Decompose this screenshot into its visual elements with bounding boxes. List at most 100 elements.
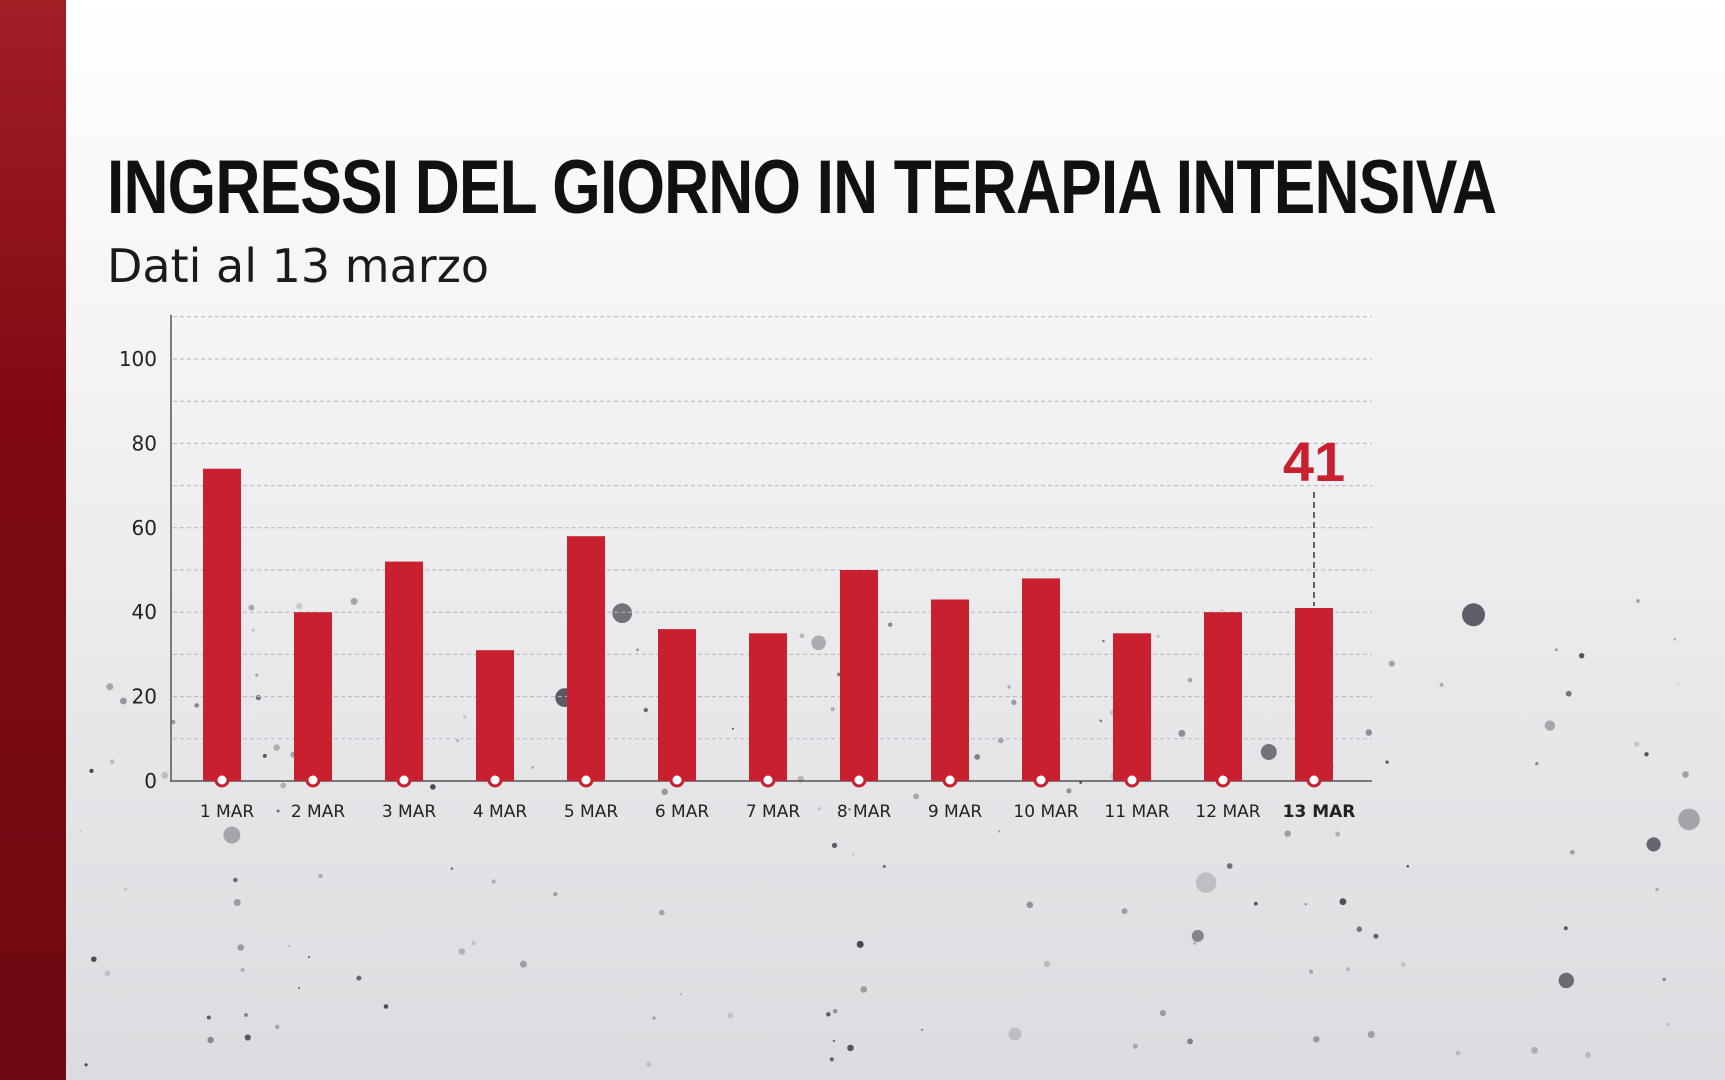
background-dot [831, 842, 838, 849]
background-dot [273, 744, 280, 751]
background-dot [1313, 1036, 1320, 1043]
background-dot [1159, 1010, 1166, 1017]
background-dot [1121, 908, 1128, 915]
background-dot [383, 1004, 389, 1009]
background-dot [430, 784, 436, 790]
background-dot [1373, 933, 1379, 939]
bar [567, 536, 605, 781]
x-tick-label: 4 MAR [473, 802, 528, 822]
background-dot [553, 892, 558, 897]
x-axis: 1 MAR 2 MAR 3 MAR 4 MAR 5 MAR 6 MAR 7 MAR 8 MAR… [200, 802, 1356, 822]
background-dot [1677, 683, 1680, 686]
background-dot [1385, 760, 1389, 764]
y-tick-label: 80 [132, 431, 157, 455]
background-dot [848, 808, 851, 811]
background-dot [161, 771, 169, 779]
bar-base-marker [578, 772, 594, 788]
background-dot [1008, 1027, 1022, 1041]
background-dot [1220, 609, 1224, 612]
background-dot [829, 1057, 834, 1062]
background-dot [296, 602, 303, 610]
x-tick-label: 2 MAR [291, 802, 346, 822]
x-tick-label: 10 MAR [1013, 802, 1078, 822]
background-dot [233, 899, 241, 906]
background-dot [860, 986, 867, 993]
background-dot [491, 879, 496, 884]
background-dot [1346, 967, 1351, 972]
background-dot [1335, 831, 1340, 837]
chart-title: INGRESSI DEL GIORNO IN TERAPIA INTENSIVA [107, 145, 1497, 230]
background-dot [643, 707, 648, 713]
background-dot [89, 768, 94, 774]
y-tick-label: 60 [132, 516, 157, 540]
background-dot [251, 628, 255, 632]
chart-subtitle: Dati al 13 marzo [107, 239, 489, 293]
background-dot [1102, 639, 1105, 643]
background-dot [731, 727, 734, 730]
background-dot [727, 1012, 734, 1019]
highlight-callout: 41 [1283, 430, 1345, 606]
background-dot [244, 1034, 251, 1041]
background-dot [275, 1024, 280, 1030]
background-dot [1634, 741, 1640, 747]
background-dot [104, 970, 111, 977]
background-dot [1563, 926, 1568, 931]
bar-base-marker [1033, 772, 1049, 788]
background-dot [1156, 634, 1160, 639]
background-dot [1531, 1046, 1538, 1054]
background-dot [520, 960, 527, 968]
background-dot [1558, 972, 1575, 989]
x-tick-label: 7 MAR [746, 802, 801, 822]
background-dot [1544, 720, 1556, 731]
background-dot [463, 715, 467, 719]
background-dot [817, 807, 821, 811]
background-dot [1439, 682, 1444, 687]
x-tick-label: 1 MAR [200, 802, 255, 822]
background-dot [1260, 744, 1277, 760]
background-dot [350, 597, 358, 605]
background-dot [1400, 962, 1406, 967]
background-dot [255, 673, 259, 677]
background-dot [1535, 762, 1539, 766]
bar-base-marker [669, 772, 685, 788]
background-dot [997, 737, 1004, 744]
bar-base-marker [487, 772, 503, 788]
bar [658, 629, 696, 781]
background-dot [1644, 752, 1649, 757]
background-dot [1308, 969, 1314, 974]
background-dot [244, 1013, 248, 1017]
background-dot [194, 703, 199, 708]
bar-base-marker [214, 772, 230, 788]
background-dot [826, 1012, 831, 1017]
background-dot [1226, 863, 1233, 869]
y-tick-label: 40 [132, 600, 157, 624]
background-dot [223, 826, 241, 844]
background-dot [233, 877, 238, 883]
background-dot [888, 622, 893, 627]
bar [931, 599, 969, 781]
background-dot [837, 672, 841, 677]
bar-base-marker [760, 772, 776, 788]
background-dot [1011, 699, 1017, 705]
background-dot [974, 754, 981, 760]
bar [1113, 633, 1151, 781]
background-dot [206, 1015, 211, 1020]
background-dot [170, 719, 176, 725]
background-dot [84, 1063, 88, 1067]
background-dot [1388, 660, 1395, 667]
background-dot [280, 782, 287, 789]
background-dot [679, 993, 682, 996]
background-dot [1187, 1038, 1193, 1045]
bar-series [203, 468, 1333, 788]
bar [476, 650, 514, 781]
bar-base-marker [1124, 772, 1140, 788]
bar-base-marker [1215, 772, 1231, 788]
background-dot [856, 940, 864, 948]
background-dot [531, 766, 535, 769]
background-dot [830, 707, 835, 712]
background-dot [1043, 961, 1050, 968]
background-dot [913, 793, 920, 800]
background-dot [851, 853, 855, 856]
background-dot [1026, 901, 1034, 909]
